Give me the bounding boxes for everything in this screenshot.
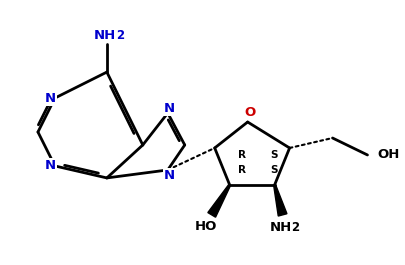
Text: N: N [164,101,175,114]
Text: S: S [270,165,277,175]
Text: NH: NH [94,29,116,42]
Text: OH: OH [377,148,400,161]
Polygon shape [208,184,230,217]
Text: HO: HO [194,220,217,233]
Text: N: N [45,160,55,173]
Text: NH: NH [269,221,292,234]
Text: 2: 2 [292,221,300,234]
Text: R: R [238,150,246,160]
Text: N: N [164,169,175,182]
Polygon shape [274,185,287,216]
Text: S: S [270,150,277,160]
Text: R: R [238,165,246,175]
Text: 2: 2 [116,29,124,42]
Text: O: O [244,105,255,118]
Text: N: N [45,91,55,105]
